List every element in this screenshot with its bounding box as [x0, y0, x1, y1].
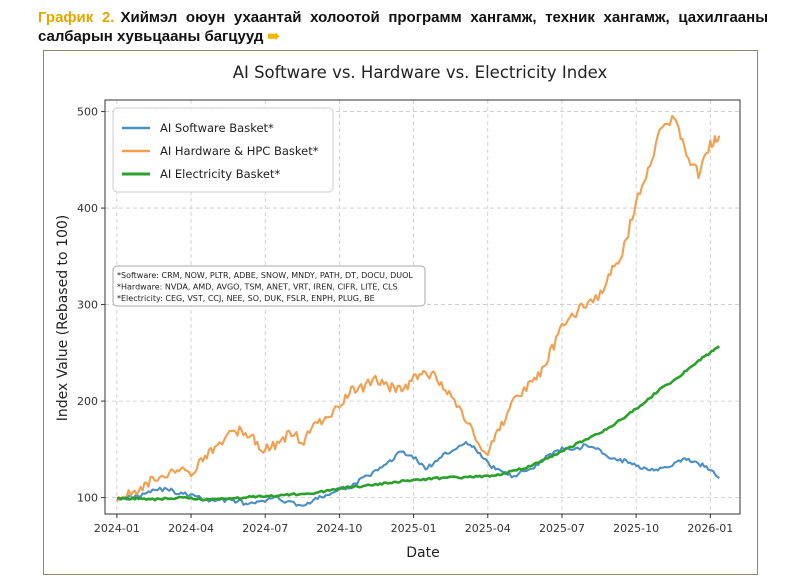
arrow-right-icon: ➠ — [267, 28, 280, 45]
series-line-software — [116, 440, 720, 507]
series-lines — [115, 114, 721, 507]
y-axis-label: Index Value (Rebased to 100) — [55, 215, 71, 421]
y-tick-label: 200 — [77, 395, 98, 408]
x-tick-label: 2024-01 — [94, 522, 140, 535]
x-axis-label: Date — [406, 545, 439, 561]
plot-area-border — [104, 99, 741, 515]
chart-title: AI Software vs. Hardware vs. Electricity… — [233, 63, 608, 82]
caption-text: Хиймэл оюун ухаантай холоотой программ х… — [38, 9, 769, 45]
x-tick-label: 2024-04 — [168, 522, 214, 535]
x-tick-label: 2025-01 — [391, 522, 437, 535]
note-line: *Hardware: NVDA, AMD, AVGO, TSM, ANET, V… — [117, 283, 398, 292]
note-line: *Software: CRM, NOW, PLTR, ADBE, SNOW, M… — [117, 271, 413, 280]
note-line: *Electricity: CEG, VST, CCJ, NEE, SO, DU… — [117, 294, 375, 303]
y-tick-label: 500 — [77, 106, 98, 119]
legend-label-electricity: AI Electricity Basket* — [160, 167, 280, 181]
chart-frame — [43, 50, 758, 575]
x-tick-label: 2025-10 — [613, 522, 659, 535]
series-line-hardware — [115, 114, 721, 502]
legend: AI Software Basket* AI Hardware & HPC Bas… — [112, 107, 334, 193]
axes: 100 200 300 400 500 2024-01 2024-04 2024-07 2024… — [77, 99, 741, 535]
legend-box — [112, 107, 334, 193]
figure-caption: График 2. Хиймэл оюун ухаантай холоотой п… — [38, 8, 768, 46]
note-box — [112, 265, 426, 307]
series-line-electricity — [116, 345, 721, 502]
y-tick-label: 400 — [77, 202, 98, 215]
legend-label-software: AI Software Basket* — [160, 121, 274, 135]
legend-label-hardware: AI Hardware & HPC Basket* — [160, 144, 319, 158]
ticker-note: *Software: CRM, NOW, PLTR, ADBE, SNOW, M… — [112, 265, 426, 307]
caption-label: График 2. — [38, 9, 115, 26]
x-tick-label: 2024-07 — [242, 522, 288, 535]
y-tick-label: 100 — [77, 492, 98, 505]
x-tick-label: 2024-10 — [316, 522, 362, 535]
x-tick-label: 2025-04 — [465, 522, 511, 535]
x-tick-label: 2025-07 — [539, 522, 585, 535]
y-tick-label: 300 — [77, 299, 98, 312]
x-tick-label: 2026-01 — [687, 522, 733, 535]
